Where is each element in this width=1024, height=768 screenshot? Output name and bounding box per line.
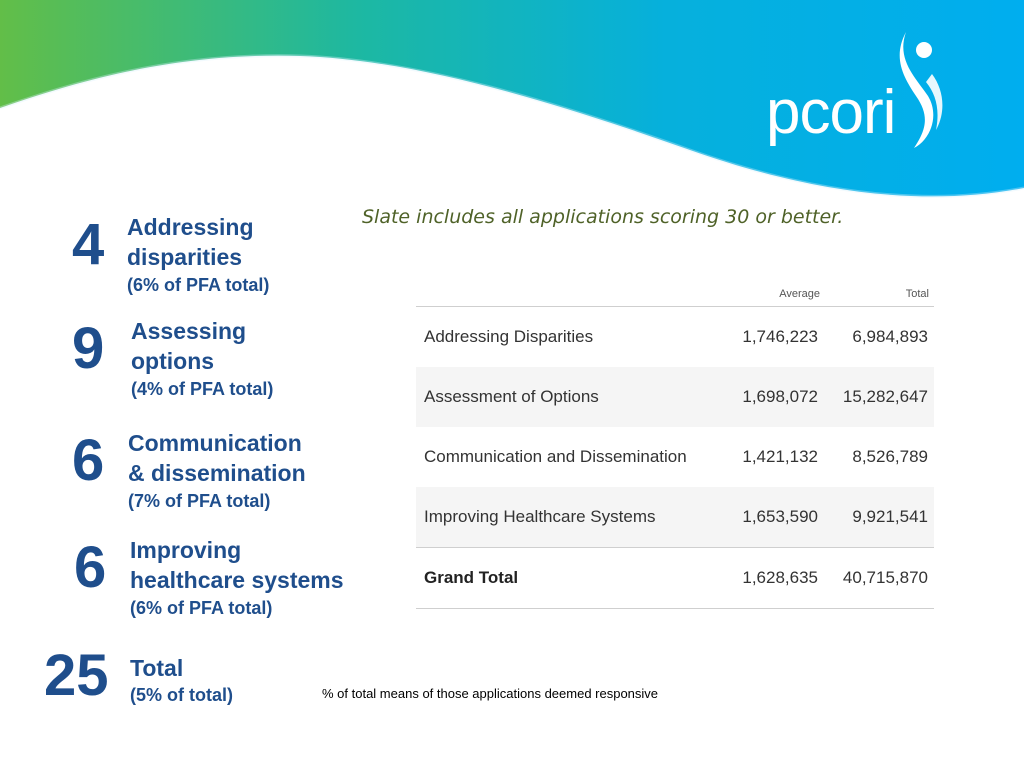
row-total: 9,921,541 <box>852 507 928 526</box>
row-name: Addressing Disparities <box>424 327 594 346</box>
row-total: 6,984,893 <box>852 327 928 346</box>
logo-figure-icon <box>899 32 943 148</box>
row-name: Improving Healthcare Systems <box>424 507 656 526</box>
header-wave <box>0 0 1024 198</box>
stat-label-line: Communication <box>128 430 302 456</box>
stat-percentage: (6% of PFA total) <box>130 598 273 618</box>
stat-label-line: & dissemination <box>128 460 306 486</box>
table-row: Communication and Dissemination 1,421,13… <box>416 427 934 487</box>
funding-table: Average Total Addressing Disparities 1,7… <box>416 282 934 609</box>
footnote: % of total means of those applications d… <box>322 686 659 701</box>
stat-label-line: disparities <box>127 244 243 270</box>
stat-count: 6 <box>74 535 107 600</box>
column-header-total: Total <box>905 288 929 300</box>
table-header-row: Average Total <box>416 282 934 307</box>
stat-label-line: options <box>131 348 215 374</box>
stat-label-line: Assessing <box>131 318 247 344</box>
stat-label-line: Improving <box>130 537 242 563</box>
stat-label-line: healthcare systems <box>130 567 344 593</box>
stat-percentage: (5% of total) <box>130 685 233 705</box>
stat-count: 9 <box>72 316 105 381</box>
column-header-average: Average <box>779 288 820 300</box>
stat-percentage: (6% of PFA total) <box>127 275 270 295</box>
table-row: Addressing Disparities 1,746,223 6,984,8… <box>416 307 934 367</box>
row-name: Assessment of Options <box>424 387 599 406</box>
slide-subtitle: Slate includes all applications scoring … <box>362 206 844 228</box>
table-row: Improving Healthcare Systems 1,653,590 9… <box>416 487 934 547</box>
stat-count: 25 <box>44 643 109 708</box>
stat-count: 6 <box>72 428 105 493</box>
row-average: 1,653,590 <box>742 507 818 526</box>
logo-text: pcori <box>766 78 896 147</box>
pcori-logo: pcori <box>766 30 946 170</box>
grand-total-total: 40,715,870 <box>842 568 928 587</box>
grand-total-row: Grand Total 1,628,635 40,715,870 <box>416 547 934 609</box>
stat-count: 4 <box>72 212 105 277</box>
row-total: 15,282,647 <box>842 387 928 406</box>
row-average: 1,698,072 <box>742 387 818 406</box>
row-average: 1,746,223 <box>742 327 818 346</box>
grand-total-label: Grand Total <box>424 568 519 587</box>
stat-label-line: Total <box>130 655 184 681</box>
stat-percentage: (7% of PFA total) <box>128 491 271 511</box>
stat-percentage: (4% of PFA total) <box>131 379 274 399</box>
grand-total-average: 1,628,635 <box>742 568 818 587</box>
row-total: 8,526,789 <box>852 447 928 466</box>
stat-label-line: Addressing <box>127 214 254 240</box>
row-name: Communication and Dissemination <box>424 447 687 466</box>
row-average: 1,421,132 <box>742 447 818 466</box>
table-row: Assessment of Options 1,698,072 15,282,6… <box>416 367 934 427</box>
